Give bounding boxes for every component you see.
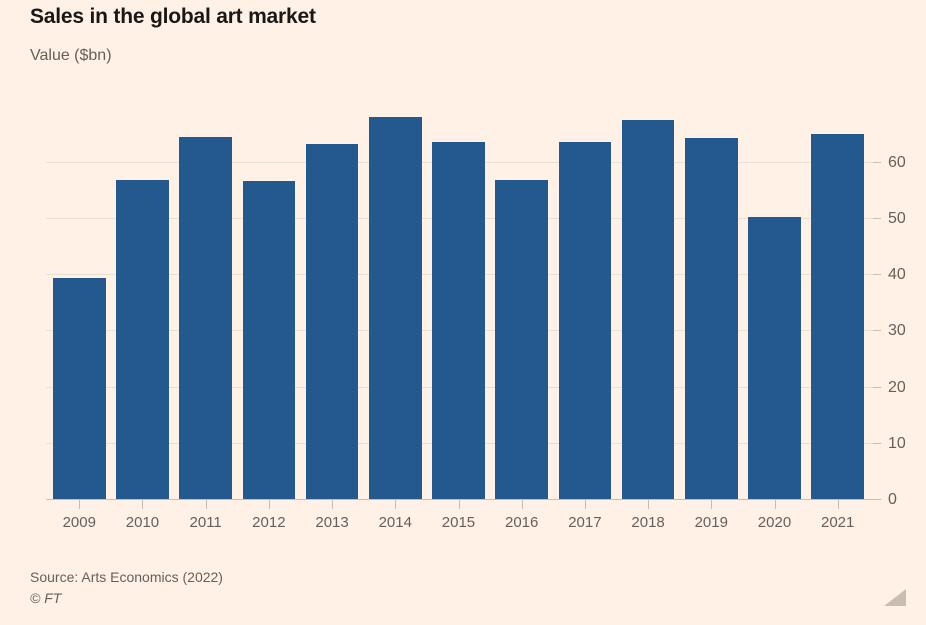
x-axis-tick — [205, 500, 207, 509]
y-axis-tick-label: 30 — [888, 322, 906, 340]
x-axis-label: 2020 — [757, 514, 792, 531]
bar-2016 — [495, 180, 548, 500]
x-axis-baseline — [46, 499, 877, 500]
y-axis-tick — [873, 218, 881, 220]
x-axis-tick — [837, 500, 839, 509]
source-text: Source: Arts Economics (2022) — [30, 569, 223, 585]
bar-2018 — [621, 119, 675, 500]
x-axis-tick — [268, 500, 270, 509]
bar-2009 — [53, 278, 106, 500]
bar-2019 — [685, 138, 738, 500]
y-axis-tick — [873, 330, 881, 332]
x-axis-label: 2017 — [568, 514, 602, 531]
bar-2012 — [242, 181, 296, 500]
bar-2010 — [116, 179, 169, 500]
x-axis-tick — [332, 500, 334, 509]
y-axis-tick-label: 10 — [888, 434, 906, 452]
y-axis-tick-label: 50 — [888, 210, 906, 228]
y-axis-tick-label: 0 — [888, 491, 897, 508]
y-axis-tick — [873, 442, 881, 444]
x-axis-tick — [395, 500, 397, 509]
x-axis-label: 2014 — [378, 514, 412, 531]
x-axis-labels: 2009 2010 2011 2012 2013 2014 2015 2016 2017 2018… — [53, 514, 864, 531]
chart-title: Sales in the global art market — [30, 5, 316, 28]
bar-2011 — [179, 137, 232, 500]
x-axis-label: 2012 — [252, 514, 286, 531]
x-axis-label: 2019 — [694, 514, 728, 531]
y-axis-tick — [873, 161, 881, 163]
ft-copyright: © FT — [30, 590, 62, 606]
x-axis-label: 2010 — [125, 514, 160, 531]
bars-container — [53, 100, 864, 500]
bar-2013 — [305, 144, 359, 500]
y-axis-tick-label: 20 — [888, 378, 906, 396]
x-axis-label: 2021 — [821, 514, 855, 531]
x-axis-tick — [774, 500, 776, 509]
x-axis-tick — [648, 500, 650, 509]
x-axis-tick — [584, 500, 586, 509]
x-axis-tick — [458, 500, 460, 509]
x-axis-tick — [521, 500, 523, 509]
x-axis-label: 2018 — [631, 514, 665, 531]
y-axis-tick — [873, 386, 881, 388]
y-axis-tick — [873, 499, 881, 500]
x-axis-label: 2016 — [504, 514, 539, 531]
x-axis-tick — [142, 500, 144, 509]
x-axis-tick — [79, 500, 81, 509]
x-axis-label: 2015 — [441, 514, 476, 531]
y-axis-tick-label: 40 — [888, 266, 906, 284]
plot-area: 0 10 20 30 40 50 60 — [46, 100, 906, 509]
x-axis-label: 2013 — [315, 514, 349, 531]
x-axis-tick — [711, 500, 713, 509]
bar-2017 — [558, 142, 612, 500]
x-axis-label: 2009 — [62, 514, 96, 531]
bar-2020 — [748, 217, 801, 500]
chart-subtitle: Value ($bn) — [30, 47, 112, 64]
bar-2014 — [369, 116, 422, 500]
bar-2021 — [811, 134, 864, 500]
y-axis-tick-label: 60 — [888, 153, 906, 171]
x-axis-label: 2011 — [189, 514, 222, 531]
y-axis-tick — [873, 274, 881, 276]
resize-handle-icon[interactable] — [884, 589, 906, 606]
bar-2015 — [432, 141, 485, 500]
